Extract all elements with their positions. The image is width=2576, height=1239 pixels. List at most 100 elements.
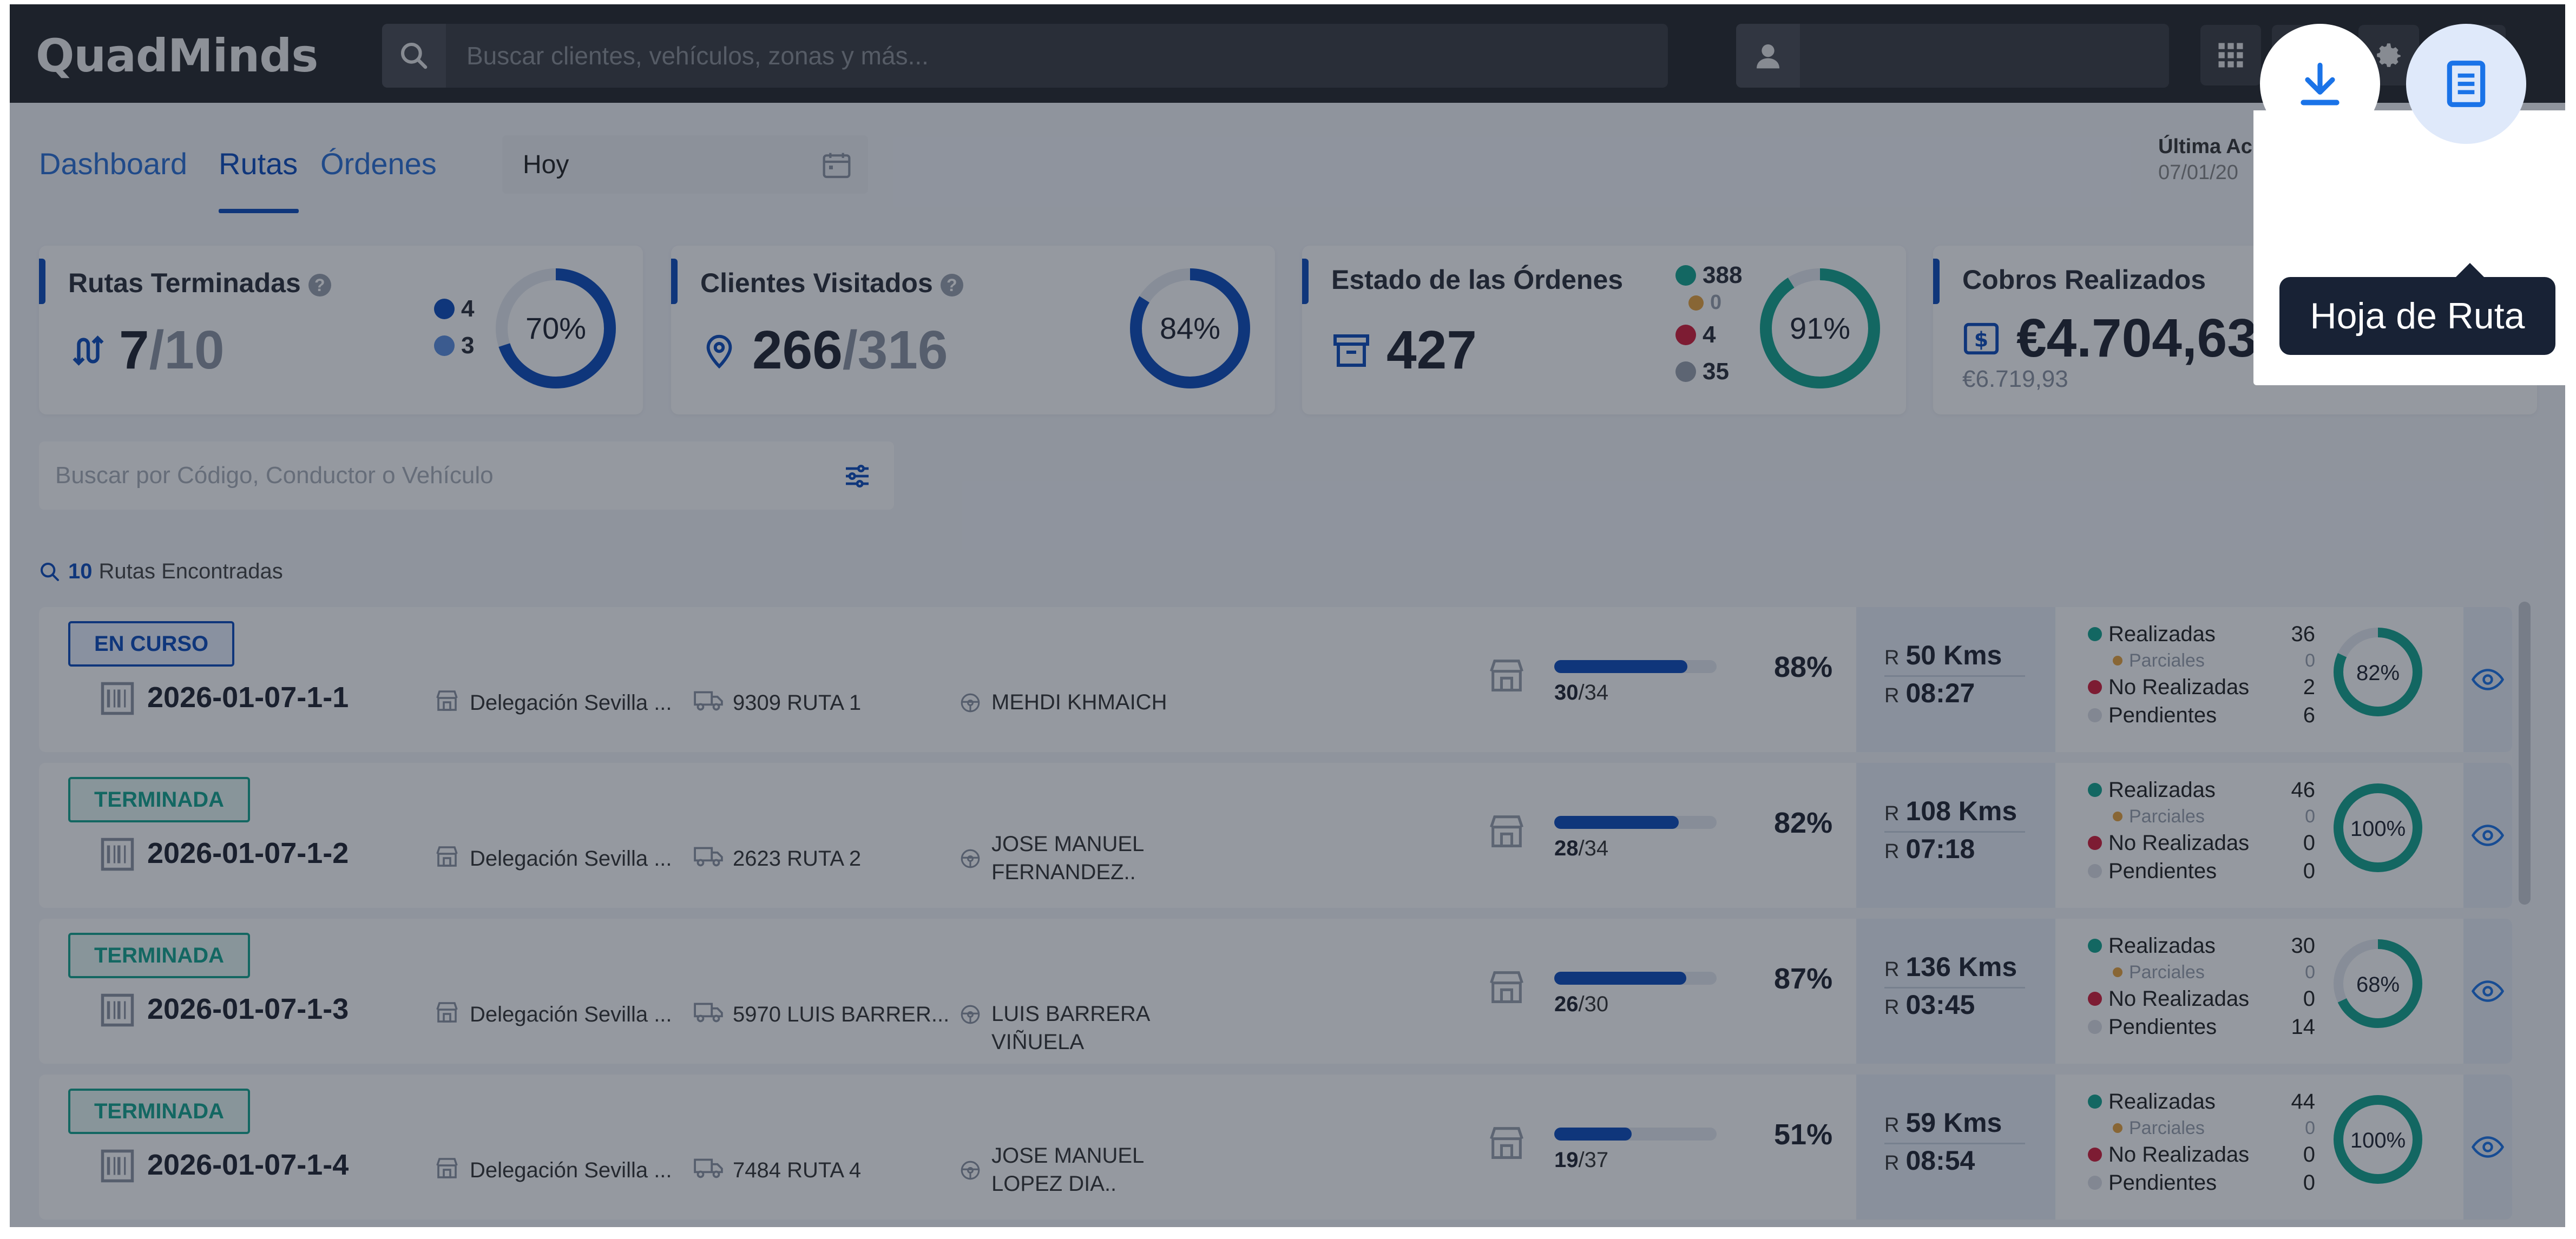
vehicle: 2623 RUTA 2 <box>694 844 861 873</box>
shop-icon <box>1486 656 1527 696</box>
status-badge: TERMINADA <box>68 933 250 978</box>
app-window: QuadMinds ? Dashboard Rutas Órdenes <box>10 4 2565 1227</box>
filter-sliders-icon[interactable] <box>842 461 872 497</box>
distance-time-box: R 59 Kms R 08:54 <box>1856 1075 2055 1220</box>
driver-icon-wrap <box>959 1003 991 1031</box>
found-label: Rutas Encontradas <box>98 559 283 583</box>
route-search[interactable]: Buscar por Código, Conductor o Vehículo <box>39 441 894 510</box>
progress-count: 30/34 <box>1554 681 1609 704</box>
route-code[interactable]: 2026-01-07-1-2 <box>147 837 349 869</box>
progress-count: 26/30 <box>1554 992 1609 1016</box>
store-icon <box>434 1000 470 1029</box>
date-filter[interactable]: Hoy <box>502 135 868 194</box>
route-row[interactable]: TERMINADA 2026-01-07-1-2 Delegación Sevi… <box>39 763 2512 908</box>
progress-count: 19/37 <box>1554 1148 1609 1172</box>
ring-label: 70% <box>525 311 587 345</box>
progress-fill <box>1554 660 1687 673</box>
ring-arc <box>2334 939 2422 1028</box>
route-row[interactable]: TERMINADA 2026-01-07-1-4 Delegación Sevi… <box>39 1075 2512 1220</box>
download-icon <box>2301 62 2340 106</box>
ring-arc <box>2334 1095 2422 1184</box>
duration: 07:18 <box>1905 834 1975 864</box>
order-stats: Realizadas 46 Parciales 0 No Realizadas 0 P… <box>2088 776 2315 885</box>
help-icon[interactable]: ? <box>940 273 963 296</box>
progress-ring: 70% <box>496 268 616 391</box>
view-route-button[interactable] <box>2463 607 2512 752</box>
shop-icon <box>1486 1123 1527 1164</box>
duration: 08:27 <box>1905 678 1975 708</box>
pendientes-count: 0 <box>2303 859 2315 883</box>
store-icon <box>434 688 470 717</box>
scrollbar[interactable] <box>2519 602 2531 905</box>
kpi-title: Cobros Realizados <box>1962 265 2206 295</box>
progress-percent: 88% <box>1774 651 1833 683</box>
kpi-total: /316 <box>842 320 948 380</box>
route-code[interactable]: 2026-01-07-1-3 <box>147 993 349 1025</box>
view-route-button[interactable] <box>2463 919 2512 1064</box>
legend-parciales: 0 <box>1710 291 1722 314</box>
vehicle: 5970 LUIS BARRER... <box>694 1000 949 1029</box>
kpi-rutas-terminadas: Rutas Terminadas? 7 /10 4 3 70% <box>39 246 643 414</box>
user-selector[interactable] <box>1736 24 2169 88</box>
tab-rutas[interactable]: Rutas <box>219 147 298 181</box>
kpi-value: €4.704,63 <box>2016 308 2257 368</box>
kpi-title: Estado de las Órdenes <box>1331 265 1624 295</box>
store-icon <box>434 844 470 873</box>
progress-ring: 91% <box>1760 268 1880 391</box>
help-icon[interactable]: ? <box>308 273 331 296</box>
order-stats: Realizadas 44 Parciales 0 No Realizadas 0 P… <box>2088 1088 2315 1197</box>
progress-fill <box>1554 972 1686 985</box>
quadminds-logo[interactable]: QuadMinds <box>36 29 318 82</box>
ring-label: 91% <box>1789 311 1851 345</box>
store-icon <box>434 1156 470 1185</box>
document-icon <box>2447 61 2486 107</box>
distance-time-box: R 136 Kms R 03:45 <box>1856 919 2055 1064</box>
kpi-title: Clientes Visitados <box>700 268 933 298</box>
driver-icon-wrap <box>959 1159 991 1187</box>
delegation: Delegación Sevilla ... <box>434 844 672 873</box>
kpi-value: 7 <box>119 320 149 380</box>
download-button[interactable] <box>2260 24 2380 144</box>
parciales-count: 0 <box>2305 961 2315 983</box>
ring-label: 68% <box>2356 973 2400 997</box>
parciales-count: 0 <box>2305 806 2315 827</box>
truck-icon <box>694 844 733 873</box>
vehicle-label: 7484 RUTA 4 <box>733 1158 862 1182</box>
ring-arc <box>2334 783 2422 872</box>
apps-grid-icon[interactable] <box>2200 25 2261 85</box>
route-row[interactable]: TERMINADA 2026-01-07-1-3 Delegación Sevi… <box>39 919 2512 1064</box>
route-sheet-button[interactable] <box>2406 24 2526 144</box>
realizadas-count: 36 <box>2291 622 2316 646</box>
ring-label: 84% <box>1159 311 1221 345</box>
global-search-input[interactable] <box>446 41 1668 70</box>
last-update-value: 07/01/20 <box>2158 161 2238 184</box>
route-row[interactable]: EN CURSO 2026-01-07-1-1 Delegación Sevil… <box>39 607 2512 752</box>
realizadas-count: 30 <box>2291 933 2316 958</box>
truck-icon <box>694 688 733 717</box>
legend-pendientes: 35 <box>1703 358 1729 385</box>
legend-no-realizadas: 4 <box>1703 321 1716 348</box>
distance-time-box: R 108 Kms R 07:18 <box>1856 763 2055 908</box>
route-code[interactable]: 2026-01-07-1-4 <box>147 1149 349 1181</box>
tab-dashboard[interactable]: Dashboard <box>39 147 187 181</box>
legend-finished: 3 <box>461 332 475 359</box>
route-search-placeholder: Buscar por Código, Conductor o Vehículo <box>55 462 494 489</box>
kpi-sub-value: €6.719,93 <box>1962 366 2068 392</box>
search-icon[interactable] <box>382 24 446 88</box>
view-route-button[interactable] <box>2463 1075 2512 1220</box>
modal-backdrop[interactable] <box>10 4 2565 1227</box>
pendientes-count: 14 <box>2291 1014 2316 1039</box>
distance: 59 Kms <box>1905 1108 2002 1138</box>
ring-arc <box>2334 628 2422 716</box>
calendar-icon <box>822 151 852 186</box>
search-icon <box>41 562 59 581</box>
view-route-button[interactable] <box>2463 763 2512 908</box>
eye-icon <box>2472 1136 2504 1158</box>
found-number: 10 <box>68 559 93 583</box>
progress-bar <box>1554 660 1717 673</box>
sub-header: Dashboard Rutas Órdenes Hoy Última Ac 07… <box>10 103 2565 216</box>
pendientes-count: 0 <box>2303 1170 2315 1195</box>
steering-wheel-icon <box>959 1003 991 1031</box>
route-code[interactable]: 2026-01-07-1-1 <box>147 681 349 714</box>
tab-ordenes[interactable]: Órdenes <box>320 147 437 181</box>
